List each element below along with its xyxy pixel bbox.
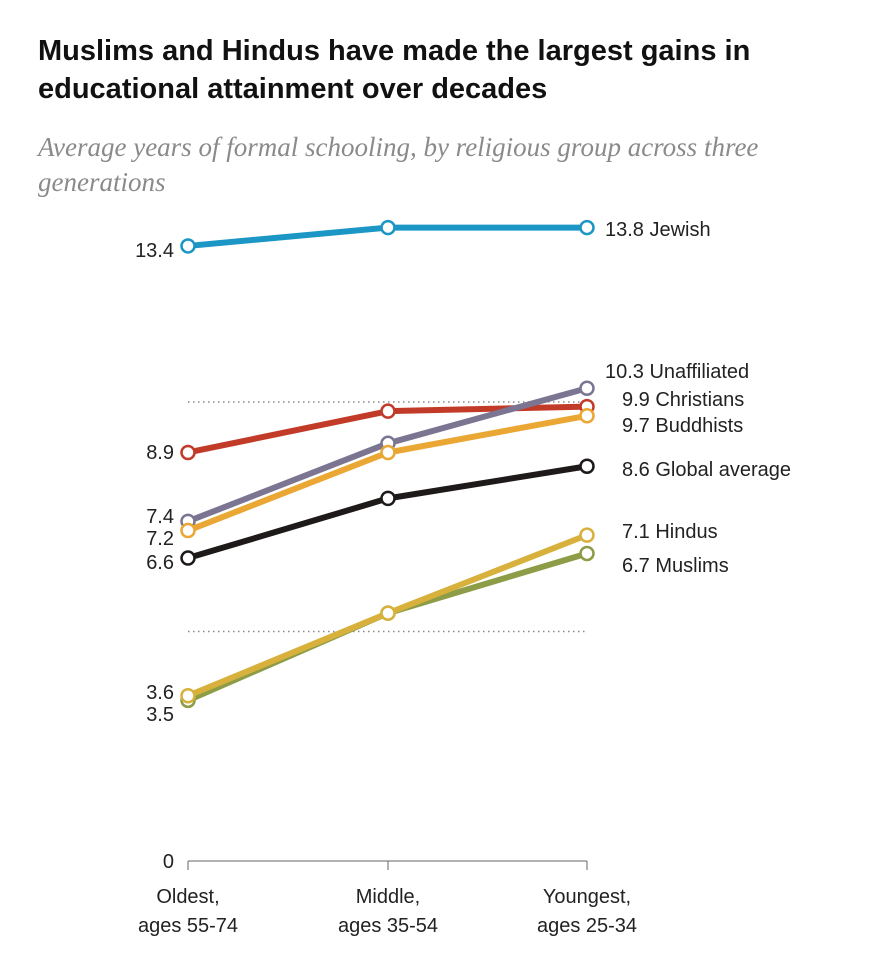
data-point-global-average [380,490,396,507]
start-label-buddhists: 7.2 [146,528,174,550]
end-label-muslims: 6.7 Muslims [622,555,729,577]
chart-title: Muslims and Hindus have made the largest… [38,35,751,105]
data-point-hindus [380,605,396,621]
series-muslims [180,545,595,709]
data-point-unaffiliated [579,380,595,396]
data-point-jewish [380,219,396,236]
data-point-hindus [579,527,595,543]
chart-subtitle: Average years of formal schooling, by re… [38,132,759,197]
series-hindus [180,527,595,704]
start-label-muslims: 3.5 [146,704,174,726]
series-global-average [180,458,595,566]
end-label-jewish: 13.8 Jewish [605,219,711,241]
end-label-hindus: 7.1 Hindus [622,521,718,543]
start-label-jewish: 13.4 [135,240,174,262]
start-label-global-average: 6.6 [146,552,174,574]
data-point-buddhists [579,408,595,424]
data-point-christians [380,403,396,419]
end-label-buddhists: 9.7 Buddhists [622,415,743,437]
data-point-buddhists [180,522,196,539]
start-label-unaffiliated: 7.4 [146,506,174,528]
end-label-global-average: 8.6 Global average [622,459,791,481]
x-tick-label: Youngest, [543,886,631,908]
series-jewish [180,219,595,254]
series-line-global-average [187,463,588,561]
data-point-hindus [180,688,196,704]
data-point-global-average [180,550,196,566]
start-label-hindus: 3.6 [146,682,174,704]
x-tick-label: ages 25-34 [537,915,637,937]
data-point-buddhists [380,444,396,461]
y-tick-label: 0 [163,851,174,873]
end-label-unaffiliated: 10.3 Unaffiliated [605,361,749,383]
series-line-muslims [186,550,588,704]
start-label-christians: 8.9 [146,442,174,464]
data-point-global-average [579,458,595,475]
end-label-christians: 9.9 Christians [622,389,744,411]
x-tick-label: ages 55-74 [138,915,238,937]
x-tick-label: ages 35-54 [338,915,438,937]
x-tick-label: Middle, [356,886,420,908]
data-point-christians [180,444,196,461]
data-point-muslims [579,545,595,562]
series-buddhists [180,408,595,539]
x-tick-label: Oldest, [156,886,219,908]
data-point-jewish [180,238,196,254]
data-point-jewish [579,219,595,236]
